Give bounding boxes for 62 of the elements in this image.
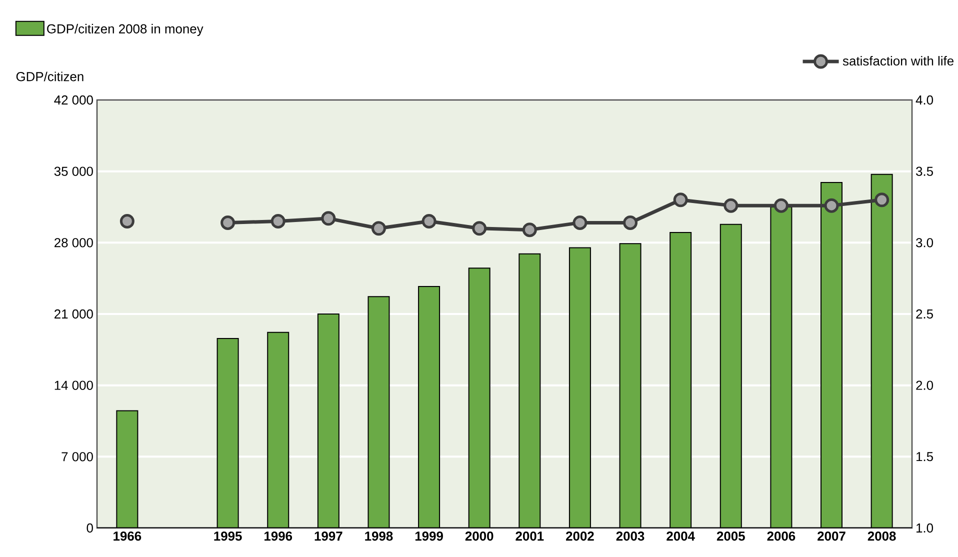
bar — [267, 332, 290, 528]
point — [874, 192, 890, 208]
y2-tick-label: 3.0 — [916, 238, 934, 248]
x-tick-label: 2004 — [666, 532, 695, 541]
x-tick-label: 1966 — [114, 532, 142, 541]
point — [572, 215, 588, 230]
bar — [317, 314, 340, 528]
y-tick-label: 21 000 — [54, 309, 93, 319]
point — [270, 214, 286, 229]
bar — [568, 247, 591, 528]
bar — [368, 296, 390, 528]
point — [673, 192, 688, 208]
y-tick-label: 28 000 — [54, 238, 93, 248]
bar — [518, 253, 541, 528]
x-tick-label: 2001 — [516, 532, 544, 541]
point — [824, 198, 839, 213]
bar — [468, 268, 490, 528]
bar — [820, 182, 843, 528]
y-axis-title: GDP/citizen — [16, 72, 84, 82]
x-tick-label: 1997 — [314, 532, 342, 541]
point — [774, 198, 788, 213]
point — [623, 215, 638, 230]
x-tick-label: 2003 — [616, 532, 644, 541]
y-tick-label: 7 000 — [62, 452, 93, 462]
bar — [870, 174, 893, 528]
x-tick-label: 1998 — [365, 532, 393, 541]
legend-label: satisfaction with life — [842, 56, 954, 66]
point — [724, 198, 738, 213]
bar — [116, 410, 138, 528]
point — [472, 221, 487, 236]
bar — [720, 224, 742, 528]
bar — [770, 206, 792, 528]
bar — [216, 338, 239, 528]
x-tick-label: 2000 — [465, 532, 494, 541]
x-tick-label: 1999 — [415, 532, 443, 541]
y-tick-label: 0 — [86, 523, 93, 533]
y2-tick-label: 2.5 — [916, 309, 933, 319]
y2-tick-label: 1.0 — [916, 523, 934, 533]
bar — [418, 286, 440, 528]
y2-tick-label: 1.5 — [916, 452, 933, 462]
x-tick-label: 2008 — [868, 532, 896, 541]
x-tick-label: 1995 — [214, 532, 242, 541]
point — [371, 221, 386, 236]
x-tick-label: 2007 — [818, 532, 846, 541]
point — [220, 215, 236, 230]
y-tick-label: 14 000 — [54, 380, 93, 390]
legend-label: GDP/citizen 2008 in money — [47, 24, 204, 36]
y2-tick-label: 2.0 — [916, 380, 934, 390]
x-tick-label: 1996 — [264, 532, 292, 541]
point — [422, 214, 436, 229]
x-tick-label: 2002 — [566, 532, 594, 541]
point — [321, 211, 336, 226]
y-tick-label: 35 000 — [54, 166, 93, 176]
bar — [670, 232, 692, 528]
y2-tick-label: 3.5 — [916, 166, 933, 176]
y2-tick-label: 4.0 — [916, 95, 934, 105]
y-tick-label: 42 000 — [54, 95, 93, 105]
point — [522, 222, 537, 238]
x-tick-label: 2005 — [716, 532, 745, 541]
bar — [619, 243, 642, 528]
x-tick-label: 2006 — [767, 532, 796, 541]
point — [120, 214, 134, 229]
